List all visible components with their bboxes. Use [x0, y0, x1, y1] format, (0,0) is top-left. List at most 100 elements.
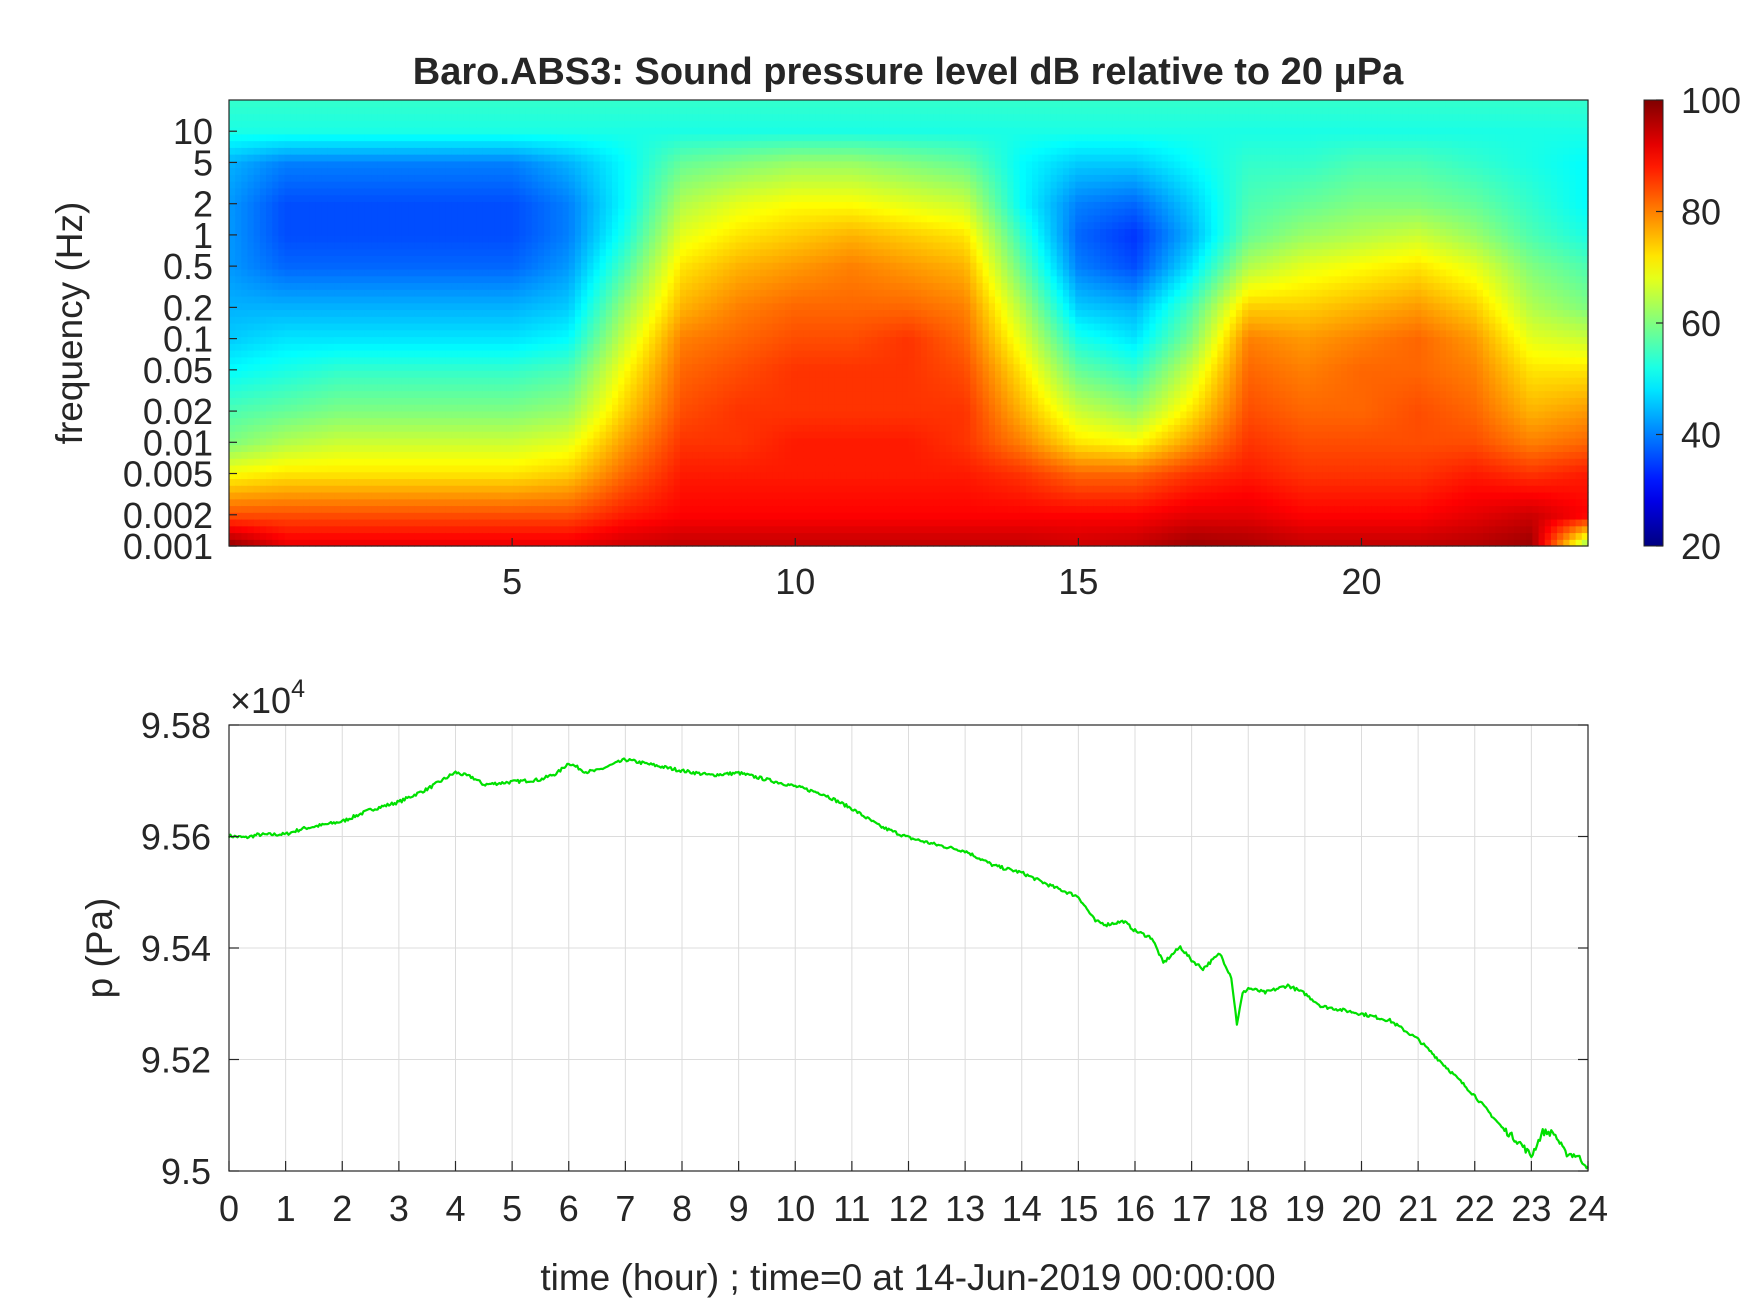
heatmap-cell [556, 147, 564, 155]
heatmap-cell [371, 363, 378, 371]
spectrogram-heatmap [229, 100, 1589, 547]
heatmap-cell [457, 309, 465, 317]
heatmap-cell [525, 275, 533, 284]
heatmap-cell [451, 241, 459, 250]
heatmap-cell [235, 397, 242, 405]
heatmap-cell [661, 471, 669, 480]
heatmap-cell [488, 140, 496, 148]
heatmap-cell [500, 464, 508, 473]
heatmap-cell [513, 525, 520, 534]
heatmap-cell [451, 471, 459, 480]
heatmap-cell [315, 518, 323, 527]
heatmap-cell [358, 478, 366, 486]
heatmap-cell [290, 417, 298, 425]
heatmap-cell [296, 113, 304, 121]
heatmap-cell [420, 167, 428, 175]
heatmap-cell [401, 241, 409, 250]
heatmap-cell [426, 539, 434, 547]
heatmap-cell [636, 383, 644, 392]
heatmap-cell [556, 268, 564, 277]
heatmap-cell [506, 302, 514, 311]
heatmap-cell [358, 106, 366, 115]
heatmap-cell [574, 275, 582, 284]
heatmap-cell [315, 248, 323, 257]
heatmap-cell [544, 471, 551, 480]
heatmap-cell [463, 241, 471, 250]
heatmap-cell [605, 505, 613, 513]
heatmap-cell [358, 140, 366, 148]
heatmap-cell [494, 539, 502, 547]
heatmap-cell [611, 208, 619, 216]
heatmap-cell [327, 491, 335, 500]
heatmap-cell [290, 295, 298, 304]
heatmap-cell [525, 268, 533, 277]
heatmap-cell [593, 100, 601, 108]
heatmap-cell [531, 235, 539, 243]
heatmap-cell [469, 275, 477, 284]
heatmap-cell [346, 471, 354, 480]
heatmap-cell [296, 329, 304, 338]
heatmap-cell [630, 370, 638, 378]
heatmap-cell [278, 498, 286, 507]
heatmap-cell [556, 167, 564, 175]
heatmap-cell [327, 505, 335, 513]
heatmap-cell [321, 127, 329, 135]
heatmap-cell [550, 356, 557, 365]
heatmap-cell [469, 214, 477, 223]
heatmap-cell [655, 106, 663, 115]
heatmap-cell [482, 458, 490, 466]
heatmap-cell [284, 194, 292, 202]
heatmap-cell [544, 302, 551, 311]
heatmap-cell [247, 404, 255, 412]
heatmap-cell [599, 167, 607, 175]
heatmap-cell [383, 295, 391, 304]
heatmap-cell [451, 417, 459, 425]
heatmap-cell [340, 539, 347, 547]
heatmap-cell [550, 221, 557, 229]
heatmap-cell [593, 370, 601, 378]
heatmap-cell [679, 451, 687, 459]
heatmap-cell [303, 221, 310, 229]
heatmap-cell [426, 404, 434, 412]
heatmap-cell [229, 336, 236, 344]
heatmap-cell [488, 532, 496, 540]
heatmap-cell [649, 295, 656, 304]
heatmap-cell [513, 295, 520, 304]
heatmap-cell [229, 356, 236, 365]
heatmap-cell [692, 295, 700, 304]
heatmap-cell [364, 404, 372, 412]
heatmap-cell [432, 248, 440, 257]
heatmap-cell [432, 133, 440, 142]
heatmap-cell [636, 390, 644, 398]
heatmap-cell [655, 505, 663, 513]
heatmap-cell [315, 458, 323, 466]
heatmap-cell [383, 248, 391, 257]
heatmap-cell [315, 133, 323, 142]
heatmap-cell [611, 255, 619, 263]
heatmap-cell [284, 316, 292, 324]
heatmap-cell [309, 532, 317, 540]
heatmap-cell [408, 268, 415, 277]
heatmap-cell [624, 350, 632, 358]
heatmap-cell [432, 201, 440, 209]
heatmap-cell [506, 100, 514, 108]
heatmap-cell [426, 518, 434, 527]
heatmap-cell [352, 329, 360, 338]
heatmap-cell [519, 262, 527, 270]
heatmap-cell [581, 268, 588, 277]
heatmap-cell [284, 140, 292, 148]
heatmap-cell [630, 390, 638, 398]
heatmap-cell [247, 262, 255, 270]
heatmap-cell [624, 113, 632, 121]
heatmap-cell [630, 410, 638, 419]
heatmap-cell [426, 154, 434, 162]
heatmap-cell [587, 174, 595, 182]
heatmap-cell [315, 113, 323, 121]
heatmap-cell [229, 329, 236, 338]
heatmap-cell [432, 343, 440, 351]
heatmap-cell [432, 323, 440, 331]
heatmap-cell [420, 498, 428, 507]
heatmap-cell [321, 302, 329, 311]
heatmap-cell [605, 154, 613, 162]
heatmap-cell [259, 268, 267, 277]
